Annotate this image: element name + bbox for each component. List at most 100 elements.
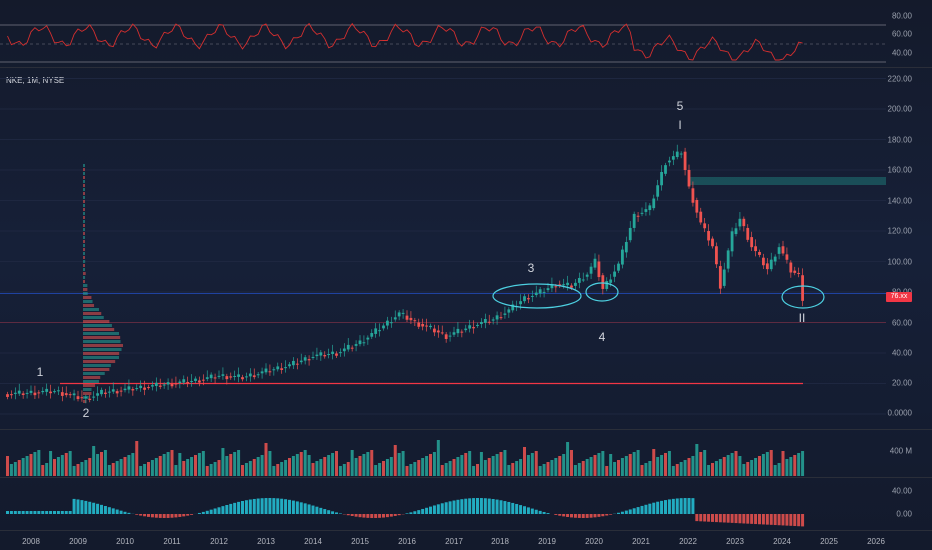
macd-bar bbox=[311, 505, 315, 514]
candle-body bbox=[483, 318, 487, 323]
volume-bar bbox=[291, 456, 295, 476]
volume-bar bbox=[264, 443, 268, 476]
volume-bar bbox=[609, 454, 613, 476]
symbol-legend[interactable]: NKE, 1M, NYSE bbox=[6, 76, 65, 85]
macd-bar bbox=[413, 511, 417, 514]
candle-body bbox=[570, 285, 573, 288]
macd-bar bbox=[683, 498, 687, 514]
macd-bar bbox=[92, 502, 96, 514]
price-tick: 60.00 bbox=[891, 318, 912, 328]
rsi-tick-40: 40.00 bbox=[891, 48, 912, 58]
volume-bar bbox=[644, 463, 648, 476]
volume-profile-bar bbox=[83, 280, 85, 283]
candle-body bbox=[675, 151, 679, 158]
macd-bar bbox=[573, 514, 577, 518]
volume-bar bbox=[601, 451, 605, 476]
volume-bar bbox=[671, 466, 675, 476]
volume-bar bbox=[738, 456, 742, 476]
candle-body bbox=[554, 286, 558, 288]
volume-bar bbox=[746, 462, 750, 476]
macd-tick: 40.00 bbox=[891, 486, 912, 496]
volume-bar bbox=[632, 452, 636, 476]
candle-body bbox=[789, 262, 793, 273]
volume-bar bbox=[440, 465, 444, 476]
candle-body bbox=[711, 238, 714, 247]
macd-bar bbox=[221, 506, 225, 514]
macd-bar bbox=[769, 514, 773, 525]
volume-bar bbox=[213, 462, 217, 476]
candle-body bbox=[17, 390, 21, 394]
volume-bar bbox=[252, 459, 256, 476]
macd-bar bbox=[432, 505, 436, 514]
candle-body bbox=[734, 228, 738, 235]
volume-bar bbox=[722, 457, 726, 476]
pane-separator[interactable] bbox=[0, 67, 932, 68]
candle-body bbox=[773, 256, 777, 262]
macd-bar bbox=[280, 498, 284, 514]
candle-body bbox=[194, 378, 197, 381]
pane-separator[interactable] bbox=[0, 429, 932, 430]
volume-bar bbox=[797, 453, 801, 476]
year-label: 2010 bbox=[116, 537, 134, 546]
volume-profile-bar bbox=[83, 200, 86, 203]
macd-bar bbox=[96, 503, 100, 514]
candle-body bbox=[660, 171, 663, 186]
volume-bar bbox=[777, 463, 781, 476]
macd-bar bbox=[664, 500, 667, 514]
pane-separator[interactable] bbox=[0, 477, 932, 478]
volume-bar bbox=[577, 463, 581, 476]
volume-bar bbox=[323, 457, 327, 476]
macd-bar bbox=[229, 503, 233, 514]
candle-body bbox=[550, 284, 554, 289]
volume-bar bbox=[664, 453, 667, 476]
macd-bar bbox=[123, 511, 127, 514]
candle-body bbox=[315, 354, 319, 357]
macd-bar bbox=[56, 511, 60, 514]
year-label: 2022 bbox=[679, 537, 697, 546]
candle-body bbox=[440, 332, 444, 334]
candle-body bbox=[609, 279, 613, 283]
year-label: 2017 bbox=[445, 537, 463, 546]
candle-body bbox=[260, 371, 264, 374]
macd-bar bbox=[660, 500, 664, 514]
volume-axis[interactable]: 400 M bbox=[886, 430, 932, 476]
volume-bar bbox=[186, 459, 190, 476]
candle-body bbox=[307, 359, 311, 361]
volume-bar bbox=[613, 462, 617, 476]
macd-bar bbox=[49, 511, 53, 514]
macd-axis[interactable]: 40.00 0.00 bbox=[886, 478, 932, 530]
candle-body bbox=[542, 291, 546, 293]
volume-bar bbox=[100, 452, 103, 476]
macd-bar bbox=[605, 514, 609, 516]
volume-bar bbox=[119, 459, 123, 476]
macd-bar bbox=[378, 514, 382, 518]
macd-bar bbox=[534, 509, 538, 514]
candle-body bbox=[280, 368, 284, 370]
time-axis[interactable]: 2008 2009 2010 2011 2012 2013 2014 2015 … bbox=[0, 531, 932, 550]
volume-profile-bar bbox=[83, 184, 85, 187]
candle-body bbox=[53, 391, 56, 393]
candle-body bbox=[158, 385, 162, 387]
volume-profile-bar bbox=[83, 328, 115, 331]
candle-body bbox=[597, 261, 601, 278]
volume-bar bbox=[319, 459, 323, 476]
macd-bar bbox=[597, 514, 601, 517]
year-label: 2016 bbox=[398, 537, 416, 546]
rsi-axis[interactable]: 80.00 60.00 40.00 bbox=[886, 0, 932, 66]
volume-bar bbox=[781, 451, 785, 476]
volume-bar bbox=[617, 460, 620, 476]
year-label: 2026 bbox=[867, 537, 885, 546]
candle-body bbox=[793, 270, 797, 273]
volume-bar bbox=[711, 463, 714, 476]
candle-body bbox=[64, 393, 68, 396]
candle-body bbox=[640, 212, 644, 214]
volume-bar bbox=[448, 461, 452, 476]
macd-bar bbox=[25, 511, 29, 514]
volume-bar bbox=[444, 463, 448, 476]
wave-label-1: 1 bbox=[36, 365, 44, 379]
rsi-tick-80: 80.00 bbox=[891, 11, 912, 21]
candle-body bbox=[119, 390, 123, 392]
candle-body bbox=[57, 390, 60, 392]
